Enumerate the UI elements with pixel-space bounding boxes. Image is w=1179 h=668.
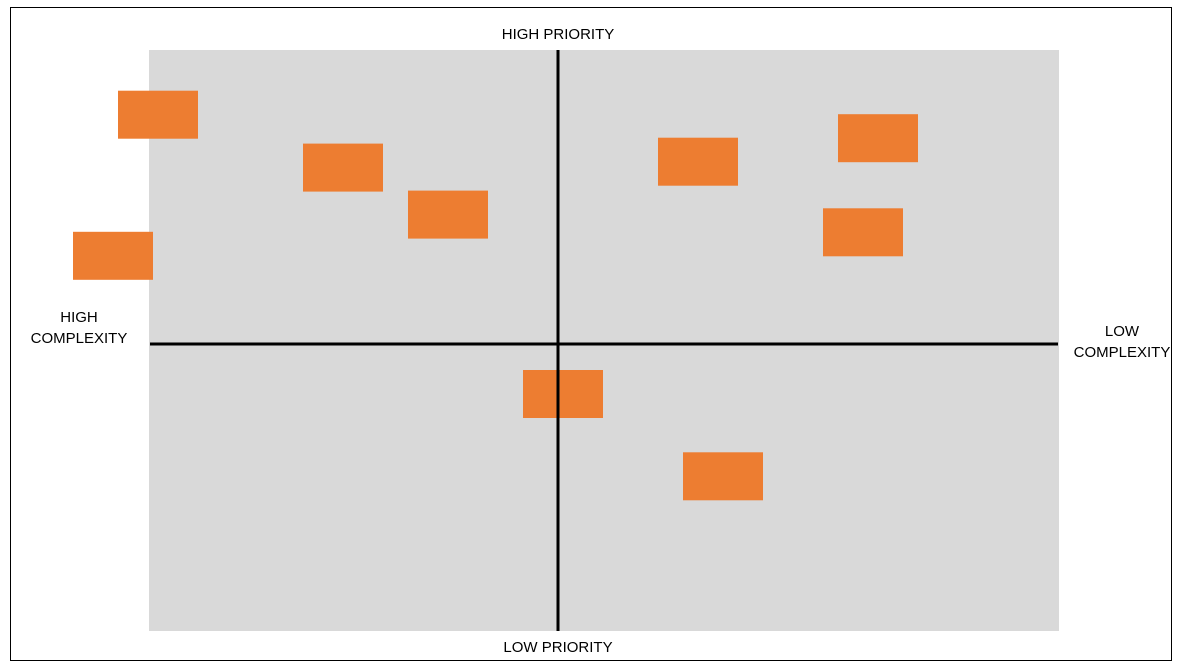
item-box-9 xyxy=(683,452,763,501)
item-box-4 xyxy=(73,231,153,280)
item-box-8 xyxy=(523,370,603,418)
low-complexity-label-line1: LOW xyxy=(1104,323,1140,340)
low-complexity-label-line2: COMPLEXITY xyxy=(1073,344,1171,361)
item-box-7 xyxy=(823,208,903,257)
low-complexity-label: LOW COMPLEXITY xyxy=(1062,321,1179,363)
plot-area xyxy=(149,50,1059,631)
item-box-3 xyxy=(408,190,488,239)
item-box-2 xyxy=(303,143,383,192)
item-box-1 xyxy=(118,90,198,139)
high-priority-label: HIGH PRIORITY xyxy=(501,26,615,43)
low-priority-label: LOW PRIORITY xyxy=(503,639,613,656)
items-layer xyxy=(73,90,918,501)
diagram-frame xyxy=(10,7,1172,661)
item-box-6 xyxy=(838,114,918,163)
high-complexity-label-line2: COMPLEXITY xyxy=(30,330,128,347)
high-complexity-label-line1: HIGH xyxy=(60,309,98,326)
item-box-5 xyxy=(658,137,738,186)
high-complexity-label: HIGH COMPLEXITY xyxy=(10,307,148,349)
